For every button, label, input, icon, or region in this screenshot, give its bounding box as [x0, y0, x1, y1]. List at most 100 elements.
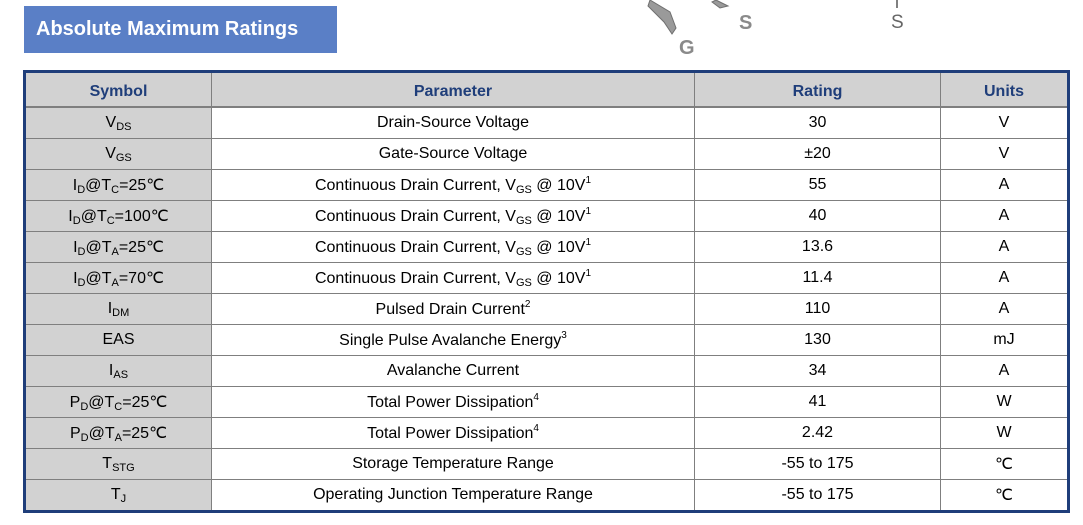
symbol-subscript: STG [112, 461, 135, 474]
rating-cell: -55 to 175 [694, 479, 941, 512]
table-row: VGS Gate-Source Voltage ±20 V [24, 138, 1069, 170]
symbol-subscript: D [77, 245, 86, 258]
units-cell: A [940, 200, 1069, 232]
symbol-condition-subscript: A [111, 245, 119, 258]
units-cell: A [940, 262, 1069, 294]
table-row: TJ Operating Junction Temperature Range -5… [24, 479, 1069, 512]
symbol-main: T [110, 485, 121, 503]
rating-cell: ±20 [694, 138, 941, 170]
parameter-cell: Total Power Dissipation4 [211, 417, 695, 449]
symbol-main: P [69, 424, 81, 442]
parameter-text: Storage Temperature Range [352, 455, 554, 472]
symbol-condition: @T [88, 424, 115, 442]
parameter-cell: Storage Temperature Range [211, 448, 695, 480]
parameter-subscript: GS [515, 276, 532, 289]
parameter-condition: @ 10V [531, 269, 586, 287]
header-symbol: Symbol [24, 71, 212, 108]
table-row: IDM Pulsed Drain Current2 110 A [24, 293, 1069, 325]
rating-cell: 13.6 [694, 231, 941, 263]
table-row: PD@TC=25℃ Total Power Dissipation4 41 W [24, 386, 1069, 418]
symbol-cell: VDS [24, 106, 212, 139]
symbol-condition-value: =100℃ [114, 207, 169, 225]
table-row: VDS Drain-Source Voltage 30 V [24, 106, 1069, 139]
parameter-cell: Continuous Drain Current, VGS @ 10V1 [211, 262, 695, 294]
symbol-condition: @T [80, 207, 107, 225]
symbol-main: V [105, 144, 116, 162]
parameter-text: Drain-Source Voltage [376, 114, 530, 131]
header-units: Units [940, 71, 1069, 108]
parameter-text: Pulsed Drain Current [375, 301, 525, 318]
footnote-marker: 1 [585, 236, 592, 248]
symbol-cell: TJ [24, 479, 212, 512]
symbol-cell: VGS [24, 138, 212, 170]
pinout-diagram-fragment: G S S [620, 0, 940, 60]
symbol-main: I [68, 207, 73, 225]
symbol-main: T [102, 454, 113, 472]
parameter-cell: Continuous Drain Current, VGS @ 10V1 [211, 200, 695, 232]
symbol-subscript: D [72, 214, 81, 227]
rating-cell: 34 [694, 355, 941, 387]
units-cell: A [940, 293, 1069, 325]
symbol-subscript: AS [113, 368, 129, 381]
symbol-subscript: D [77, 183, 86, 196]
symbol-subscript: GS [115, 151, 132, 164]
symbol-condition-value: =25℃ [121, 424, 168, 442]
symbol-main: I [108, 361, 114, 379]
table-row: EAS Single Pulse Avalanche Energy3 130 mJ [24, 324, 1069, 356]
symbol-condition: @T [88, 393, 115, 411]
symbol-main: I [107, 299, 113, 317]
table-row: ID@TA=70℃ Continuous Drain Current, VGS @… [24, 262, 1069, 294]
symbol-subscript: D [80, 431, 89, 444]
symbol-subscript: DS [116, 120, 132, 133]
symbol-subscript: J [120, 492, 127, 505]
symbol-condition-subscript: C [114, 400, 123, 413]
parameter-condition: @ 10V [531, 207, 586, 225]
table-row: IAS Avalanche Current 34 A [24, 355, 1069, 387]
footnote-marker: 4 [533, 392, 539, 403]
units-cell: mJ [940, 324, 1069, 356]
section-title: Absolute Maximum Ratings [24, 6, 337, 53]
table-row: ID@TC=100℃ Continuous Drain Current, VGS … [24, 200, 1069, 232]
footnote-marker: 1 [585, 267, 592, 279]
parameter-cell: Avalanche Current [211, 355, 695, 387]
header-parameter: Parameter [211, 71, 695, 108]
symbol-cell: PD@TA=25℃ [24, 417, 212, 449]
units-cell: A [940, 231, 1069, 263]
symbol-cell: ID@TC=100℃ [24, 200, 212, 232]
symbol-main: I [72, 176, 78, 194]
pin-label-gate: G [679, 37, 695, 59]
table-row: TSTG Storage Temperature Range -55 to 175 ℃ [24, 448, 1069, 480]
parameter-cell: Operating Junction Temperature Range [211, 479, 695, 512]
rating-cell: 55 [694, 169, 941, 201]
table-row: ID@TC=25℃ Continuous Drain Current, VGS @… [24, 169, 1069, 201]
symbol-condition-value: =25℃ [118, 238, 164, 256]
rating-cell: 11.4 [694, 262, 941, 294]
symbol-main: I [73, 269, 78, 287]
pin-label-source-schematic: S [891, 12, 904, 33]
units-cell: ℃ [940, 479, 1069, 512]
symbol-cell: IDM [24, 293, 212, 325]
symbol-condition: @T [85, 176, 112, 194]
parameter-text: Continuous Drain Current, V [314, 176, 516, 194]
rating-cell: 2.42 [694, 417, 941, 449]
parameter-text: Total Power Dissipation [367, 425, 534, 442]
table-row: ID@TA=25℃ Continuous Drain Current, VGS @… [24, 231, 1069, 263]
symbol-condition-value: =25℃ [122, 393, 168, 411]
symbol-condition: @T [85, 238, 112, 256]
symbol-main: V [105, 113, 117, 131]
units-cell: W [940, 386, 1069, 418]
rating-cell: -55 to 175 [694, 448, 941, 480]
footnote-marker: 1 [585, 205, 592, 217]
parameter-subscript: GS [515, 245, 532, 258]
rating-cell: 110 [694, 293, 941, 325]
symbol-condition-subscript: A [114, 431, 122, 444]
parameter-text: Total Power Dissipation [367, 394, 534, 411]
rating-cell: 41 [694, 386, 941, 418]
symbol-condition-value: =70℃ [118, 269, 164, 287]
parameter-cell: Single Pulse Avalanche Energy3 [211, 324, 695, 356]
symbol-subscript: D [80, 400, 89, 413]
parameter-cell: Total Power Dissipation4 [211, 386, 695, 418]
symbol-subscript: D [77, 276, 86, 289]
symbol-cell: ID@TC=25℃ [24, 169, 212, 201]
symbol-cell: ID@TA=25℃ [24, 231, 212, 263]
